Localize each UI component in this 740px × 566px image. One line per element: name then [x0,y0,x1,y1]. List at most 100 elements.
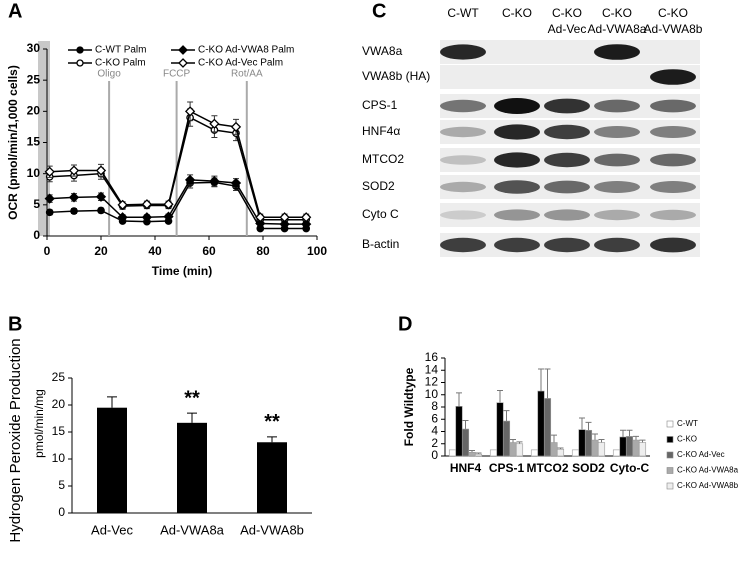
blot-band [494,98,540,114]
blot-band [494,237,540,253]
bar [515,443,524,457]
error-bar [267,436,277,443]
blot-band [594,44,640,60]
blot-band [440,155,486,165]
y-axis-unit: pmol/min/mg [32,389,46,458]
blot-band [544,152,590,168]
y-tick-label: 30 [27,41,41,55]
data-point [209,118,220,129]
event-label: Rot/AA [231,69,263,80]
blot-band [594,237,640,253]
blot-band [594,209,640,221]
bar [502,420,511,457]
data-point [117,212,128,223]
legend-marker [76,46,84,54]
y-tick-label: 20 [27,104,41,118]
data-point [255,212,266,223]
row-label: MTCO2 [362,152,404,166]
error-bar [187,412,197,423]
lane-label: C-KO [552,6,582,20]
blot-band [650,126,696,138]
legend-marker [76,59,84,67]
error-bar [503,410,510,422]
x-tick-label: Ad-VWA8b [240,522,304,537]
y-tick-label: 16 [425,350,439,364]
x-tick-label: Cyto-C [610,461,650,475]
y-tick-label: 6 [431,411,438,425]
x-tick-label: 100 [307,244,327,258]
legend-swatch [666,467,674,474]
error-bar [579,417,585,430]
blot-band [494,209,540,221]
bar [571,449,580,457]
x-tick-label: MTCO2 [527,461,569,475]
legend-label: C-KO Ad-VWA8a [677,466,739,475]
data-point [279,212,290,223]
blot-band [494,124,540,140]
row-label: CPS-1 [362,98,398,112]
x-tick-label: 40 [148,244,162,258]
row-label: Cyto C [362,207,399,221]
data-point [141,199,153,210]
bar [597,442,606,457]
x-tick-label: 60 [202,244,216,258]
lane-label: Ad-Vec [548,22,587,36]
y-tick-label: 8 [431,399,438,413]
blot-band [594,153,640,167]
x-tick-label: Ad-Vec [91,522,133,537]
data-point [68,165,80,176]
data-point [163,199,174,210]
blot-strip [440,203,700,227]
legend-label: C-KO Palm [95,58,146,69]
blot-band [650,69,696,85]
y-tick-label: 10 [425,387,439,401]
y-tick-label: 0 [58,505,65,519]
error-bar [107,396,117,408]
data-point [141,212,153,223]
bar [489,449,498,457]
blot-band [440,181,486,193]
panel-letter: D [398,313,412,335]
bar [448,449,457,457]
data-point [279,219,290,230]
bar [638,442,647,457]
bar [591,439,599,457]
blot-band [594,99,640,113]
error-bar [497,389,503,403]
legend-swatch [666,451,674,459]
blot-band [650,209,696,221]
y-tick-label: 15 [52,424,66,438]
lane-label: C-KO [602,6,632,20]
blot-band [494,180,540,194]
bar [455,406,463,457]
lane-label: Ad-VWA8a [588,22,647,36]
blot-band [544,180,590,194]
bar [619,436,627,457]
lane-label: C-WT [447,6,479,20]
data-point [184,174,196,186]
bar [632,439,640,457]
legend-label: C-KO Ad-VWA8 Palm [198,45,294,56]
data-point [301,212,312,223]
significance: ** [184,387,200,409]
row-label: B-actin [362,237,399,251]
blot-band [440,126,486,138]
event-label: FCCP [163,69,191,80]
panel-letter: A [8,0,22,22]
legend-swatch [666,436,674,443]
data-point [45,208,54,217]
bar [509,442,517,457]
y-tick-label: 0 [33,228,40,242]
y-axis-label: Fold Wildtype [402,367,416,446]
error-bar [544,368,551,399]
data-point [230,177,242,189]
data-point [301,219,312,230]
bar [97,407,127,513]
panel-letter: B [8,313,22,335]
blot-band [650,153,696,167]
error-bar [469,449,475,453]
series-line [49,116,307,221]
row-label: SOD2 [362,179,395,193]
y-tick-label: 2 [431,436,438,450]
bar [578,429,586,457]
